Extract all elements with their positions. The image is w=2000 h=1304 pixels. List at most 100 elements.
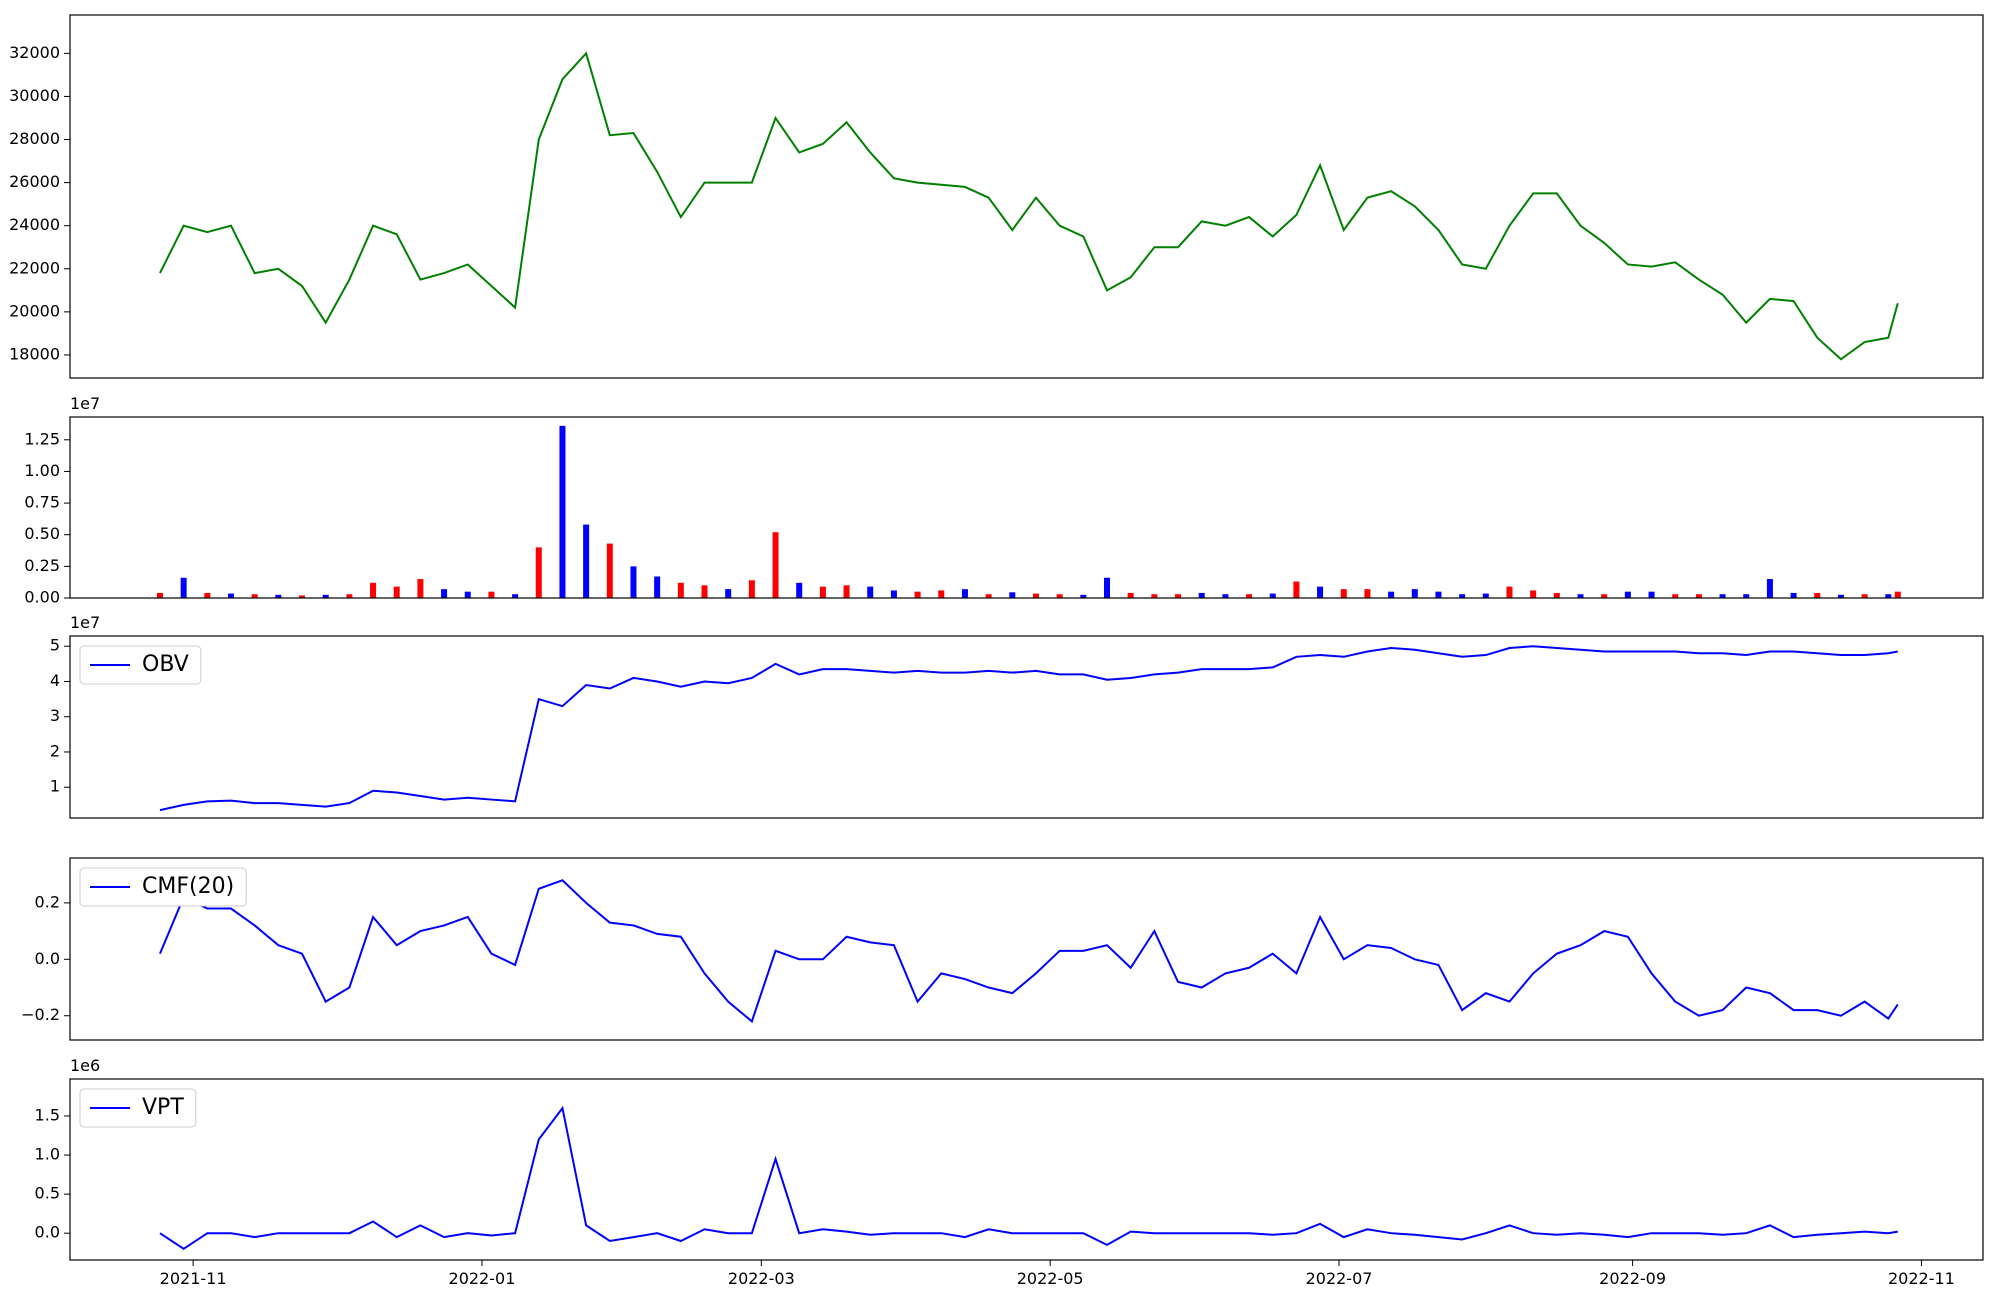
bar	[346, 594, 353, 598]
y-tick-label: 1.00	[24, 461, 60, 480]
y-tick-label: 22000	[9, 258, 60, 277]
bar	[606, 543, 613, 598]
bar	[1885, 594, 1892, 598]
y-tick-label: 28000	[9, 129, 60, 148]
offset-text: 1e6	[70, 1056, 100, 1075]
bar	[204, 592, 211, 598]
y-tick-label: 0.0	[35, 949, 60, 968]
bar	[1648, 591, 1655, 598]
y-tick-label: 1.25	[24, 429, 60, 448]
panel: −0.2 0.0 0.2 CMF(20)	[21, 857, 1984, 1041]
y-tick-label: 0.25	[24, 556, 60, 575]
bar	[1127, 592, 1134, 598]
y-tick-label: 1	[50, 777, 60, 796]
panel: 1 2 3 4 5 1e7 OBV	[50, 613, 1984, 819]
legend: VPT	[79, 1088, 197, 1128]
bar	[772, 532, 779, 598]
y-tick-label: 0.50	[24, 524, 60, 543]
y-tick-label: 2	[50, 741, 60, 760]
bar	[488, 591, 495, 598]
y-tick-label: 24000	[9, 215, 60, 234]
y-tick-label: 0.2	[35, 892, 60, 911]
bar	[843, 585, 850, 598]
bar	[1222, 594, 1229, 598]
panel: 0.0 0.5 1.0 1.5 1e6 VPT	[35, 1056, 1984, 1261]
bar	[1080, 594, 1087, 598]
bar	[1790, 592, 1797, 598]
bar	[322, 594, 329, 598]
bar	[156, 592, 163, 598]
bar	[1435, 591, 1442, 598]
legend: OBV	[79, 645, 202, 685]
bar	[535, 547, 542, 598]
bar	[677, 582, 684, 598]
bar	[1411, 589, 1418, 598]
plot-area	[159, 1105, 1898, 1251]
axes-frame	[69, 857, 1984, 1041]
axes-frame	[69, 1078, 1984, 1261]
bar	[1246, 594, 1253, 598]
bar	[1766, 579, 1773, 598]
bar	[299, 595, 306, 598]
bar	[938, 590, 945, 598]
bar	[441, 589, 448, 598]
bar	[1814, 592, 1821, 598]
bar	[1506, 586, 1513, 598]
axes-frame	[69, 14, 1984, 379]
y-tick-label: 5	[50, 636, 60, 655]
legend: CMF(20)	[79, 867, 247, 907]
bar	[1894, 591, 1901, 598]
y-tick-label: 4	[50, 671, 60, 690]
plot-area	[156, 425, 1901, 598]
bar	[251, 594, 258, 598]
bar	[464, 591, 471, 598]
bar	[1624, 591, 1631, 598]
plot-area	[159, 645, 1898, 812]
bar	[961, 589, 968, 598]
bar	[1601, 594, 1608, 598]
y-tick-label: 32000	[9, 43, 60, 62]
bar	[1364, 589, 1371, 598]
bar	[180, 577, 187, 598]
bar	[1861, 594, 1868, 598]
bar	[654, 576, 661, 598]
x-tick-label: 2022-05	[1017, 1269, 1084, 1288]
bar	[1175, 594, 1182, 598]
bar	[1388, 591, 1395, 598]
line	[159, 51, 1899, 361]
plot-area	[159, 51, 1899, 361]
bar	[370, 582, 377, 598]
y-tick-label: 1.5	[35, 1105, 60, 1124]
bar	[890, 590, 897, 598]
x-tick-label: 2022-09	[1599, 1269, 1666, 1288]
bar	[1695, 594, 1702, 598]
y-tick-label: 18000	[9, 344, 60, 363]
bar	[417, 579, 424, 598]
line	[159, 879, 1899, 1024]
bar	[1032, 593, 1039, 598]
y-tick-label: −0.2	[21, 1005, 60, 1024]
legend-label: CMF(20)	[142, 874, 234, 899]
y-tick-label: 26000	[9, 172, 60, 191]
y-tick-label: 0.00	[24, 588, 60, 607]
bar	[867, 586, 874, 598]
bar	[1577, 594, 1584, 598]
axes-frame	[69, 635, 1984, 819]
y-tick-label: 0.75	[24, 493, 60, 512]
bar	[1743, 594, 1750, 598]
axes-frame	[69, 416, 1984, 599]
bar	[583, 524, 590, 598]
y-tick-label: 20000	[9, 301, 60, 320]
bar	[1103, 577, 1110, 598]
bar	[393, 586, 400, 598]
y-tick-label: 1.0	[35, 1145, 60, 1164]
bar	[796, 582, 803, 598]
bar	[985, 594, 992, 598]
x-tick-label: 2022-01	[449, 1269, 516, 1288]
bar	[275, 594, 282, 598]
legend-box	[79, 1088, 197, 1128]
legend-label: VPT	[142, 1095, 184, 1120]
x-tick-label: 2022-11	[1888, 1269, 1955, 1288]
